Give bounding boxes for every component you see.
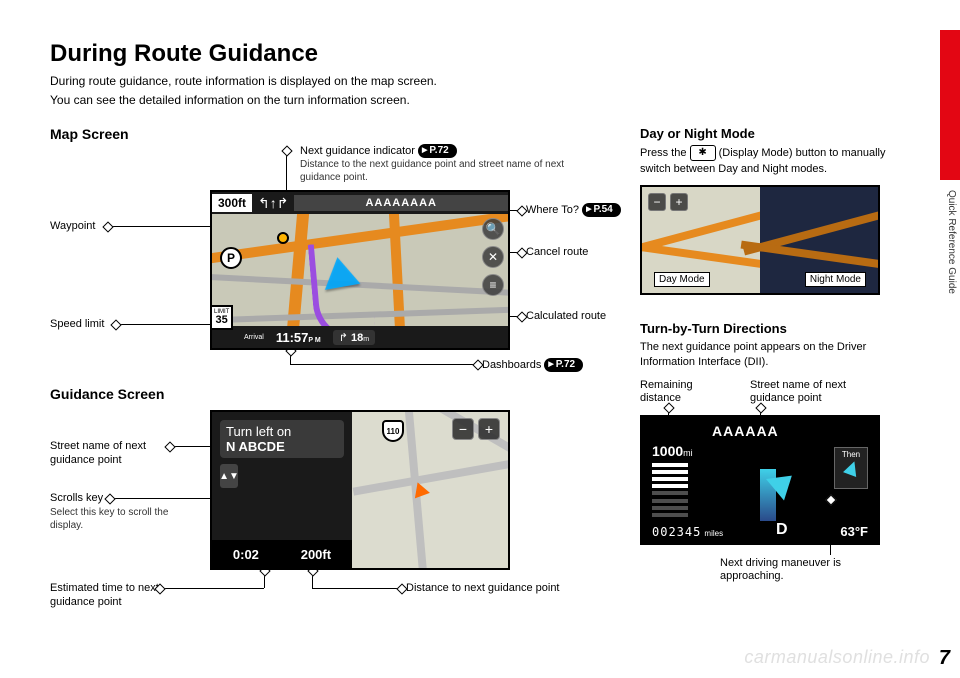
side-tab-label: Quick Reference Guide [946,190,957,294]
scroll-key-icon[interactable]: ▲▼ [220,464,238,488]
map-screenshot: P 300ft ↰↑↱ AAAAAAAA 🔍 ✕ ≡ LIMIT [210,190,510,350]
side-tab [940,30,960,180]
next-guidance-label: Next guidance indicator P.72 Distance to… [300,144,580,184]
day-night-screenshot: −+ Day Mode Night Mode [640,185,880,295]
intro-line-2: You can see the detailed information on … [50,93,410,107]
speed-limit-sign: LIMIT 35 [210,305,233,330]
dashboards-text: Dashboards [482,359,541,371]
zoom-out-icon: − [648,193,666,211]
display-mode-button-icon: ✱ [690,145,716,161]
odometer: 002345 miles [652,525,723,539]
search-icon[interactable]: 🔍 [482,218,504,240]
turn-instruction: Turn left on N ABCDE [220,420,344,458]
map-top-bar: 300ft ↰↑↱ AAAAAAAA [212,192,508,214]
map-bottom-bar: LIMIT 35 Arrival 11:57P M ↱ 18m [212,326,508,348]
page-ref-pill: P.72 [418,144,457,158]
then-box: Then [834,447,868,489]
page-ref-pill: P.72 [544,358,583,372]
arrows-icon: ↰↑↱ [252,195,294,212]
zoom-out-button[interactable]: − [452,418,474,440]
intro-text: During route guidance, route information… [50,72,930,110]
next-guidance-text: Next guidance indicator [300,145,415,157]
scrolls-key-desc: Select this key to scroll the display. [50,506,180,532]
next-guidance-desc: Distance to the next guidance point and … [300,158,580,184]
approaching-label: Next driving maneuver is approaching. [720,557,900,583]
scrolls-key-label: Scrolls key [50,492,103,505]
guidance-panel: Turn left on N ABCDE ▲▼ 0:02 200ft [212,412,352,568]
vehicle-icon [410,480,430,499]
page-content: During Route Guidance During route guida… [50,40,930,640]
destination-name: AAAAAAAA [294,195,508,211]
watermark: carmanualsonline.info [744,647,930,668]
arrival-label: Arrival [244,334,264,341]
arrival-time: 11:57P M [276,330,321,345]
dashboards-label: Dashboards P.72 [482,358,742,372]
leader-line [160,588,264,589]
day-night-text: Press the ✱ (Display Mode) button to man… [640,145,900,177]
calculated-route-label: Calculated route [526,310,786,323]
street-next-label: Street name of next guidance point [750,379,890,405]
page-title: During Route Guidance [50,40,930,68]
page-ref-pill: P.54 [582,203,621,217]
leader-line [264,570,265,588]
leader-line [116,324,216,325]
guidance-time: 0:02 [233,547,259,562]
leader-line [290,364,478,365]
gear-indicator: D [776,521,788,539]
where-to-text: Where To? [526,204,579,216]
distance-value: 300ft [212,194,252,212]
remaining-distance-label: Remaining distance [640,379,710,405]
leader-line [108,226,218,227]
day-mode-tag: Day Mode [654,272,710,287]
leader-line [110,498,218,499]
distance-bars-icon [652,463,688,517]
cancel-icon[interactable]: ✕ [482,246,504,268]
route-shield-icon: 110 [382,420,404,442]
speed-limit-label: Speed limit [50,318,104,331]
leader-line [290,350,291,364]
leader-line [312,570,313,588]
guidance-screenshot: 110 − + Turn left on N ABCDE ▲▼ 0:02 [210,410,510,570]
waypoint-label: Waypoint [50,220,95,233]
zoom-in-icon: + [670,193,688,211]
turn-arrow-icon [722,449,812,519]
leader-line [830,499,831,555]
dii-street: AAAAAA [712,423,779,439]
guidance-distance: 200ft [301,547,331,562]
map-screen-heading: Map Screen [50,126,610,142]
intro-line-1: During route guidance, route information… [50,74,437,88]
eta-chip: ↱ 18m [333,330,375,345]
temperature: 63°F [840,524,868,539]
night-mode-tag: Night Mode [805,272,866,287]
street-name-label: Street name of next guidance point [50,440,180,466]
guidance-screen-heading: Guidance Screen [50,386,610,402]
parking-icon: P [220,247,242,269]
page-number: 7 [939,647,950,670]
day-night-heading: Day or Night Mode [640,126,900,141]
dii-distance: 1000mi [652,443,693,459]
menu-icon[interactable]: ≡ [482,274,504,296]
dii-screenshot: AAAAAA 1000mi Then 002345 [640,415,880,545]
leader-line [312,588,402,589]
zoom-in-button[interactable]: + [478,418,500,440]
dist-next-label: Distance to next guidance point [406,582,666,595]
